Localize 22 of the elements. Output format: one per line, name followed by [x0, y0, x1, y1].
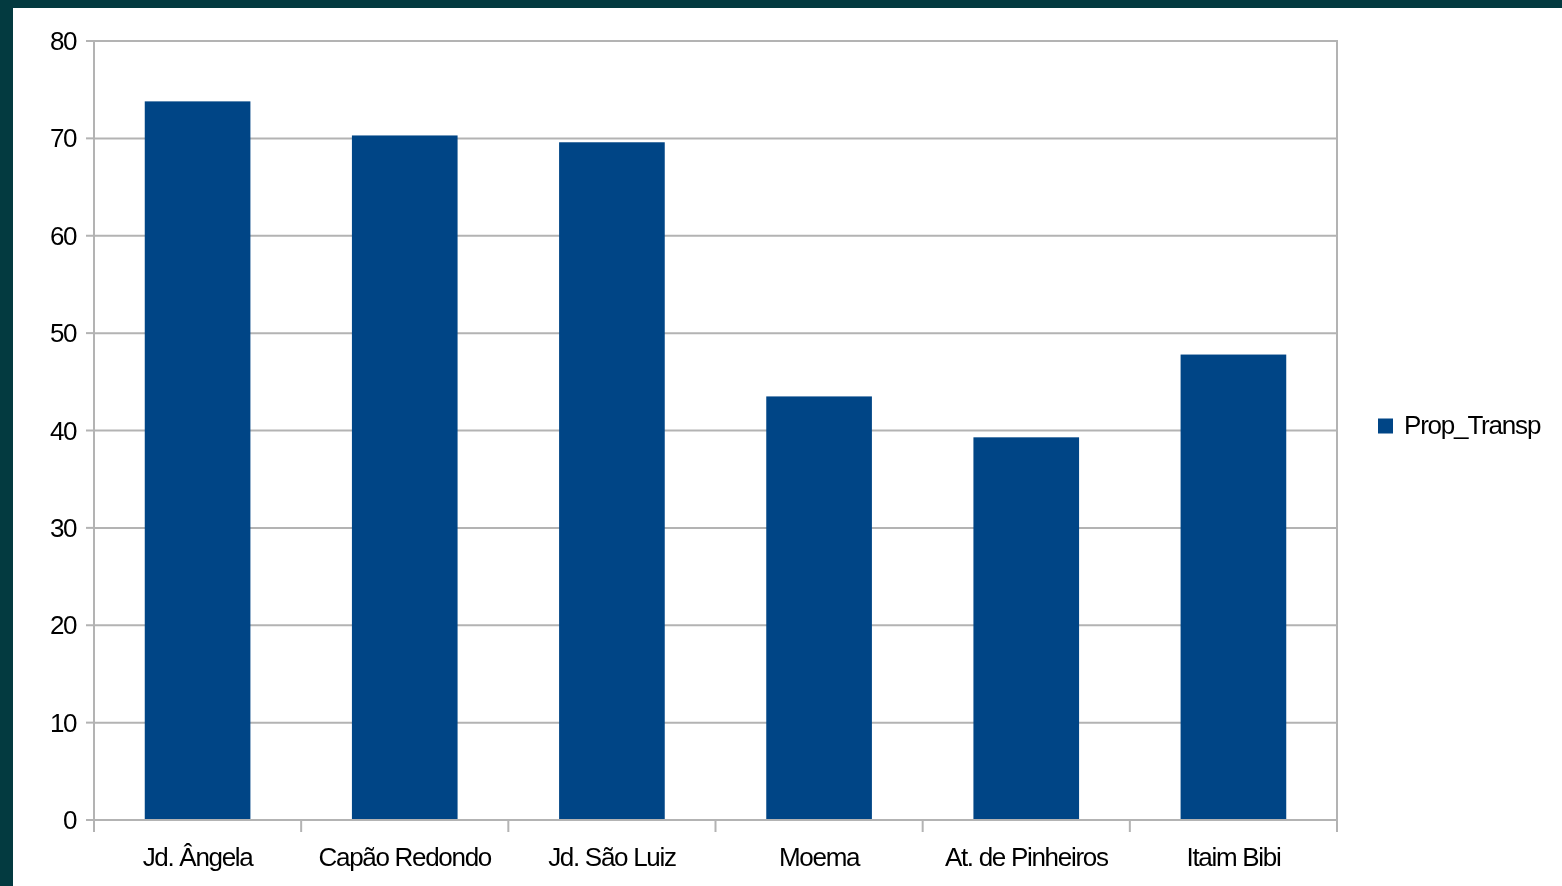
- bar: [559, 142, 665, 820]
- y-tick-label: 60: [50, 220, 78, 251]
- y-tick-label: 80: [50, 26, 78, 57]
- bar: [1180, 354, 1287, 820]
- y-tick-label: 30: [50, 512, 78, 543]
- y-tick-label: 40: [50, 415, 78, 446]
- x-tick-label: Jd. São Luiz: [548, 842, 676, 872]
- y-tick-label: 0: [63, 805, 78, 836]
- y-tick-label: 50: [50, 318, 78, 349]
- x-tick-label: Jd. Ângela: [142, 842, 255, 872]
- y-tick-label: 10: [50, 707, 78, 738]
- x-tick-label: Capão Redondo: [318, 842, 492, 872]
- y-tick-label: 70: [50, 123, 78, 154]
- y-tick-label: 20: [50, 610, 78, 641]
- legend-label: Prop_Transp: [1404, 409, 1541, 440]
- bar: [766, 396, 872, 820]
- bar: [144, 101, 251, 820]
- x-tick-label: Itaim Bibi: [1186, 842, 1281, 872]
- bar: [973, 437, 1080, 820]
- bar: [351, 135, 458, 820]
- x-tick-label: At. de Pinheiros: [944, 842, 1109, 872]
- x-tick-label: Moema: [778, 842, 862, 872]
